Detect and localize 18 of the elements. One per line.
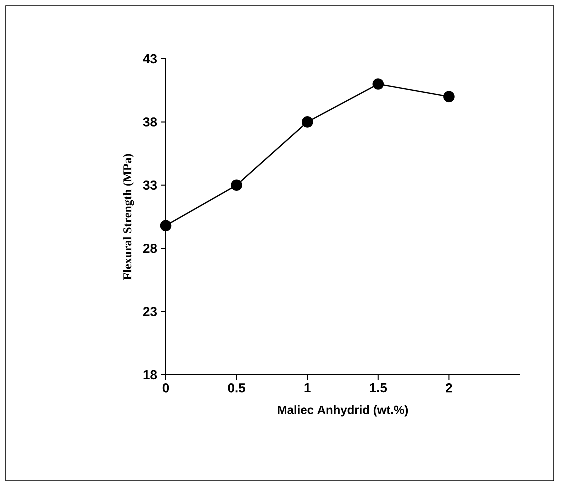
- y-axis-title: Flexural Strength (MPa): [123, 154, 134, 280]
- x-tick-label: 0: [162, 384, 170, 393]
- y-tick-label: 43: [143, 54, 158, 64]
- point: [372, 78, 384, 90]
- y-tick-label: 38: [143, 118, 158, 127]
- point: [444, 91, 455, 103]
- point: [160, 220, 172, 232]
- x-tick-label: 1.5: [370, 384, 388, 393]
- point: [231, 180, 242, 192]
- y-tick-label: 18: [144, 370, 158, 380]
- y-tick-label: 28: [143, 244, 158, 254]
- x-axis-title: Maliec Anhydrid (wt.%): [278, 406, 408, 417]
- x-tick-label: 1: [304, 384, 311, 392]
- x-tick-label: 2: [446, 384, 452, 393]
- point: [302, 116, 314, 128]
- x-tick-label: 0.5: [228, 384, 246, 393]
- y-tick-label: 33: [143, 180, 158, 190]
- y-tick-label: 23: [143, 307, 158, 316]
